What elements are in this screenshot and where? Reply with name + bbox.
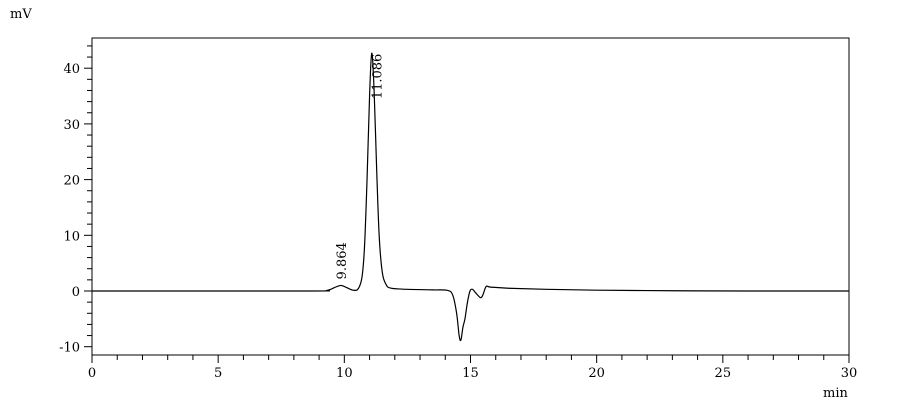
x-tick-label: 30 bbox=[841, 366, 858, 381]
x-tick-label: 0 bbox=[88, 366, 96, 381]
y-tick-label: 30 bbox=[63, 118, 80, 133]
peak-label: 11.086 bbox=[371, 54, 386, 100]
x-tick-label: 5 bbox=[214, 366, 222, 381]
y-tick-label: 10 bbox=[63, 229, 80, 244]
x-tick-label: 25 bbox=[715, 366, 732, 381]
x-tick-label: 15 bbox=[462, 366, 479, 381]
x-axis-label: min bbox=[823, 386, 848, 401]
y-axis-label: mV bbox=[10, 7, 32, 22]
y-tick-label: 40 bbox=[63, 62, 80, 77]
x-tick-label: 20 bbox=[588, 366, 605, 381]
y-tick-label: -10 bbox=[59, 341, 80, 356]
signal-trace bbox=[91, 52, 850, 342]
y-tick-label: 0 bbox=[72, 285, 80, 300]
plot-frame bbox=[91, 37, 850, 356]
y-tick-label: 20 bbox=[63, 174, 80, 189]
peak-label: 9.864 bbox=[335, 242, 350, 279]
x-tick-label: 10 bbox=[336, 366, 353, 381]
